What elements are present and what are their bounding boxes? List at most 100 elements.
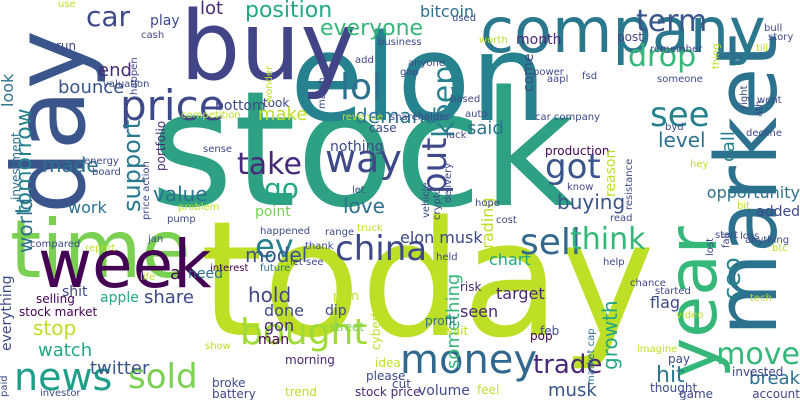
word-luck: luck	[446, 130, 467, 141]
word-said: said	[467, 118, 504, 139]
word-musk: musk	[548, 380, 597, 400]
word-need: need	[188, 266, 223, 282]
word-vehicle: vehicle	[421, 181, 432, 218]
word-add: add	[355, 55, 374, 66]
word-post: post	[617, 30, 643, 44]
word-morning: morning	[285, 353, 335, 367]
word-competition: competition	[181, 110, 241, 121]
word-bitcoin: bitcoin	[420, 2, 475, 21]
word-selling: selling	[36, 292, 75, 306]
word-call: call	[718, 130, 739, 162]
word-fsd: fsd	[582, 71, 598, 82]
word-wonder: wonder	[264, 65, 275, 103]
word-dip: dip	[325, 303, 347, 319]
word-watch: watch	[38, 340, 93, 361]
word-thought: thought	[650, 381, 698, 395]
word-lol: lol	[340, 67, 383, 108]
word-week: week	[38, 226, 212, 303]
word-sense: sense	[203, 144, 233, 155]
word-paid: paid	[0, 375, 10, 398]
word-started: started	[655, 286, 691, 297]
word-risk: risk	[460, 280, 482, 294]
word-portfolio: portfolio	[154, 120, 168, 171]
word-start: start	[715, 230, 739, 241]
word-cut: cut	[392, 377, 411, 391]
word-target: target	[496, 284, 545, 303]
word-car: car	[86, 0, 131, 33]
word-way: way	[325, 137, 402, 181]
word-bull: bull	[764, 23, 783, 34]
word-let: let	[352, 185, 365, 196]
word-revenue: revenue	[342, 112, 383, 123]
word-happened: happened	[260, 226, 311, 237]
word-apple: apple	[100, 290, 139, 306]
word-everything: everything	[0, 275, 15, 352]
word-lot: lot	[200, 0, 224, 19]
word-plan: plan	[333, 289, 359, 303]
word-everyone: everyone	[320, 16, 424, 41]
word-pump: pump	[167, 214, 196, 225]
word-worth: worth	[479, 35, 508, 46]
word-gap: gap	[400, 67, 419, 78]
word-feel: feel	[477, 383, 500, 397]
word-board: board	[92, 167, 121, 178]
word-cash: cash	[141, 30, 165, 41]
word-auto: auto	[465, 109, 488, 120]
word-opportunity: opportunity	[706, 183, 800, 202]
word-reason: reason	[603, 149, 619, 197]
word-ai: ai	[170, 263, 187, 284]
word-time: time	[10, 203, 191, 296]
word-model: model	[245, 243, 308, 267]
word-anyone: anyone	[408, 58, 445, 69]
word-help: help	[603, 257, 625, 268]
word-done: done	[264, 301, 304, 320]
word-hold: hold	[248, 283, 292, 307]
word-wait: wait	[443, 324, 469, 338]
word-stop: stop	[33, 316, 77, 340]
word-pop: pop	[530, 329, 553, 343]
word-sell: sell	[520, 222, 581, 263]
word-hit: hit	[656, 363, 685, 388]
word-right: right	[739, 85, 750, 110]
word-ev: ev	[255, 227, 294, 265]
word-remember: remember	[650, 44, 703, 55]
word-btc: btc	[772, 243, 788, 254]
word-trend: trend	[285, 385, 317, 399]
word-move: move	[716, 337, 800, 372]
word-trade: trade	[533, 350, 603, 380]
word-price: price	[120, 81, 225, 130]
word-price-action: price action	[141, 160, 152, 220]
word-take: take	[237, 147, 302, 182]
word-interest: interest	[210, 263, 249, 274]
word-investment: investment	[9, 131, 23, 200]
word-happen: happen	[129, 57, 140, 95]
word-life: life	[140, 272, 156, 283]
word-nothing: nothing	[330, 139, 384, 155]
word-added: added	[756, 204, 800, 220]
word-go: go	[264, 172, 299, 205]
word-battery: battery	[212, 387, 256, 400]
word-chance: chance	[630, 278, 666, 289]
word-feb: feb	[540, 324, 560, 338]
word-decline: decline	[746, 128, 783, 139]
word-broke: broke	[212, 376, 246, 390]
word-march: march	[317, 77, 328, 109]
word-man: man	[258, 332, 290, 348]
word-chart: chart	[489, 250, 531, 269]
word-someone: someone	[657, 74, 703, 85]
word-today: today	[200, 186, 655, 373]
word-thing: thing	[711, 43, 722, 69]
word-video: video	[676, 310, 704, 321]
word-bought: bought	[240, 312, 368, 353]
word-gon: gon	[264, 316, 295, 335]
word-news: news	[14, 355, 113, 399]
word-production: production	[545, 144, 610, 158]
word-value: value	[153, 182, 208, 206]
word-pay: pay	[668, 352, 691, 366]
word-loss: loss	[740, 231, 760, 242]
word-china: china	[335, 229, 428, 269]
word-invested: invested	[732, 365, 784, 379]
word-cost: cost	[496, 215, 517, 226]
word-resistance: resistance	[624, 158, 635, 210]
